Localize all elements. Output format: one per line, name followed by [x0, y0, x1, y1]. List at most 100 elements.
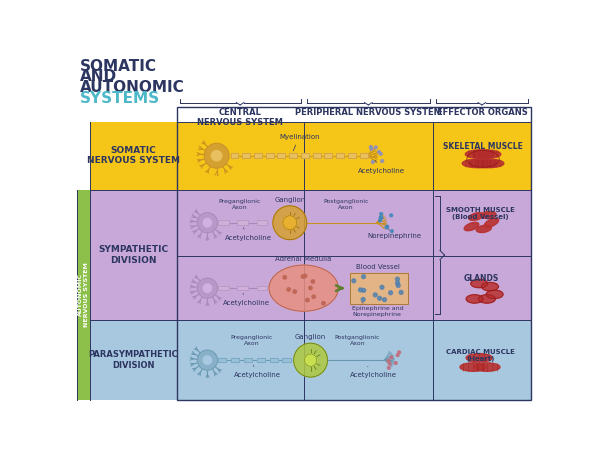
Bar — [359, 153, 368, 159]
Bar — [257, 358, 265, 362]
Ellipse shape — [469, 159, 497, 168]
Circle shape — [379, 153, 382, 155]
Circle shape — [197, 350, 217, 370]
Bar — [176, 107, 531, 400]
Circle shape — [377, 150, 380, 153]
Text: SOMATIC
NERVOUS SYSTEM: SOMATIC NERVOUS SYSTEM — [87, 146, 180, 165]
Bar — [254, 153, 262, 159]
Text: Ganglion: Ganglion — [274, 197, 305, 203]
Bar — [269, 358, 278, 362]
Circle shape — [380, 216, 383, 219]
Circle shape — [386, 225, 389, 228]
Text: Preganglionic
Axon: Preganglionic Axon — [231, 335, 273, 346]
Bar — [244, 358, 252, 362]
Ellipse shape — [466, 150, 494, 159]
Ellipse shape — [472, 150, 501, 159]
Bar — [266, 153, 274, 159]
Ellipse shape — [486, 290, 503, 298]
Bar — [336, 153, 344, 159]
Ellipse shape — [481, 212, 496, 218]
Text: AUTONOMIC
NERVOUS SYSTEM: AUTONOMIC NERVOUS SYSTEM — [78, 262, 89, 327]
Circle shape — [380, 285, 384, 289]
Circle shape — [399, 291, 403, 294]
Text: EFFECTOR ORGANS: EFFECTOR ORGANS — [437, 108, 527, 117]
Bar — [218, 220, 229, 225]
Bar — [230, 153, 238, 159]
Bar — [238, 220, 248, 225]
Circle shape — [395, 277, 400, 281]
Text: GLANDS: GLANDS — [463, 274, 499, 283]
Bar — [289, 153, 297, 159]
Ellipse shape — [464, 223, 479, 231]
Circle shape — [394, 361, 397, 364]
Ellipse shape — [462, 159, 491, 168]
Circle shape — [391, 230, 393, 233]
Circle shape — [387, 360, 390, 362]
Ellipse shape — [475, 159, 504, 168]
Circle shape — [304, 354, 317, 367]
Circle shape — [197, 278, 217, 298]
Text: Norepinephrine: Norepinephrine — [368, 229, 422, 239]
Ellipse shape — [474, 363, 500, 371]
Bar — [238, 220, 248, 225]
Text: CARDIAC MUSCLE
(Heart): CARDIAC MUSCLE (Heart) — [446, 349, 515, 362]
Circle shape — [362, 288, 365, 292]
Text: AUTONOMIC: AUTONOMIC — [80, 80, 184, 95]
Text: Ganglion: Ganglion — [295, 334, 326, 340]
Ellipse shape — [460, 363, 486, 371]
Text: SYSTEMS: SYSTEMS — [80, 91, 160, 106]
Circle shape — [301, 275, 305, 278]
Text: SYMPATHETIC
DIVISION: SYMPATHETIC DIVISION — [98, 245, 169, 265]
Bar — [301, 153, 309, 159]
Bar — [77, 190, 91, 400]
Text: SMOOTH MUSCLE
(Blood Vessel): SMOOTH MUSCLE (Blood Vessel) — [446, 207, 515, 220]
Bar — [336, 153, 344, 159]
Bar — [238, 286, 248, 291]
Circle shape — [385, 226, 388, 229]
Circle shape — [361, 298, 365, 302]
Bar — [231, 358, 239, 362]
Circle shape — [197, 213, 217, 233]
Circle shape — [377, 296, 382, 300]
Text: Blood Vessel: Blood Vessel — [356, 264, 400, 270]
Ellipse shape — [469, 213, 484, 220]
Bar — [218, 286, 229, 291]
Circle shape — [362, 275, 365, 279]
Bar — [325, 153, 332, 159]
Text: Acetylcholine: Acetylcholine — [235, 365, 281, 378]
Ellipse shape — [466, 295, 483, 303]
Bar — [350, 273, 407, 303]
Circle shape — [388, 362, 391, 365]
Bar — [218, 220, 229, 225]
Bar — [257, 286, 268, 291]
Circle shape — [373, 293, 377, 297]
Bar — [348, 153, 356, 159]
Bar — [238, 286, 248, 291]
Bar — [242, 153, 250, 159]
Circle shape — [312, 295, 316, 298]
Circle shape — [380, 213, 383, 215]
Bar — [283, 358, 290, 362]
Circle shape — [205, 143, 229, 168]
Bar — [283, 358, 290, 362]
Text: Preganglionic
Axon: Preganglionic Axon — [218, 199, 261, 210]
Text: Acetylcholine: Acetylcholine — [223, 293, 270, 306]
Bar — [257, 286, 268, 291]
Bar — [254, 153, 262, 159]
Text: Epinephrine and
Norepinephrine: Epinephrine and Norepinephrine — [352, 302, 404, 317]
Bar — [91, 320, 531, 400]
Text: Acetylcholine: Acetylcholine — [358, 160, 404, 174]
Bar — [218, 358, 226, 362]
Bar — [230, 153, 238, 159]
Bar — [269, 358, 278, 362]
Circle shape — [390, 356, 392, 359]
Text: Postganglionic
Axon: Postganglionic Axon — [323, 199, 369, 210]
Circle shape — [379, 219, 382, 222]
Circle shape — [383, 298, 386, 302]
Bar — [244, 358, 252, 362]
Text: PARASYMPATHETIC
DIVISION: PARASYMPATHETIC DIVISION — [89, 351, 178, 370]
Bar — [301, 153, 309, 159]
Bar — [289, 153, 297, 159]
Circle shape — [287, 288, 290, 291]
Text: SKELETAL MUSCLE: SKELETAL MUSCLE — [443, 142, 523, 151]
